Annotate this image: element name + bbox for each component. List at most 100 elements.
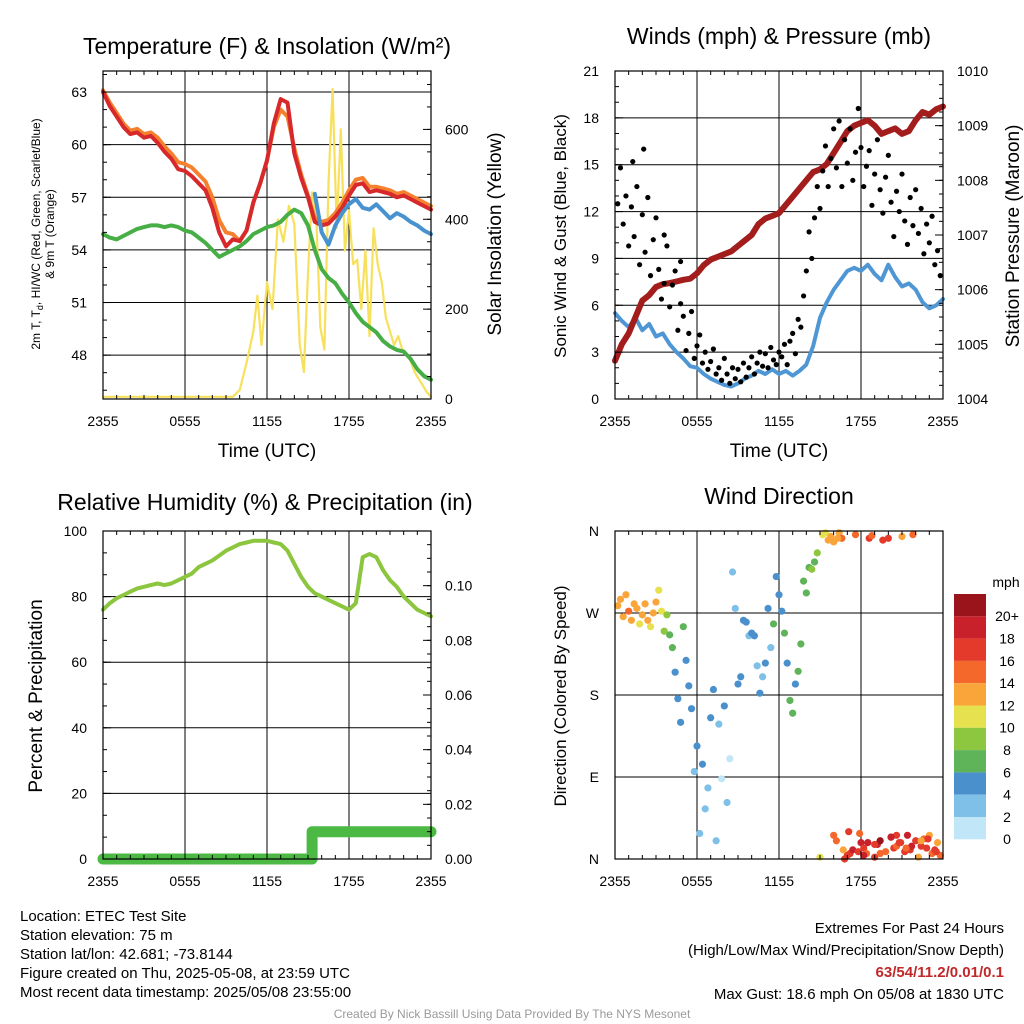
wind-ylabel: Sonic Wind & Gust (Blue, Black) <box>551 114 570 358</box>
recent-timestamp: Most recent data timestamp: 2025/05/08 2… <box>20 984 352 1001</box>
direction-point <box>827 532 835 541</box>
gust-point <box>699 360 706 366</box>
gust-point <box>880 210 886 216</box>
gust-point <box>751 371 758 377</box>
speed-legend-label: 12 <box>999 697 1015 713</box>
speed-legend-label: 14 <box>999 675 1015 691</box>
direction-point <box>696 829 704 838</box>
gust-point <box>784 362 790 368</box>
direction-point <box>764 604 772 613</box>
direction-point <box>677 718 685 726</box>
gust-point <box>798 324 804 330</box>
direction-point <box>693 742 701 750</box>
temp-ytick-label: 63 <box>71 84 87 100</box>
dir-chart-title: Wind Direction <box>704 483 854 509</box>
direction-point <box>671 668 679 676</box>
direction-point <box>933 839 942 847</box>
gust-point <box>743 374 749 380</box>
gust-point <box>724 371 730 377</box>
wind-plot-frame <box>614 70 944 400</box>
gust-point <box>694 343 700 349</box>
speed-legend-swatch <box>954 705 986 728</box>
direction-point <box>666 631 674 639</box>
wind-y2tick-label: 1008 <box>957 172 988 188</box>
speed-legend-swatch <box>954 727 986 751</box>
wind-ytick-label: 15 <box>583 157 599 173</box>
direction-point <box>663 611 671 619</box>
speed-legend-label: 16 <box>999 653 1015 669</box>
gust-point <box>628 204 635 210</box>
gust-point <box>883 174 889 180</box>
direction-point <box>856 829 864 838</box>
temp-y2tick-label: 600 <box>445 121 469 137</box>
direction-point <box>682 656 690 664</box>
direction-point <box>791 680 800 688</box>
temp-xtick-label: 2355 <box>415 413 446 429</box>
direction-panel: Wind Direction 2355 0555 1155 1755 2355NESWN… <box>551 483 1020 889</box>
direction-point <box>834 534 842 542</box>
direction-point <box>783 659 791 667</box>
dir-xtick-label: 0555 <box>681 873 712 889</box>
wind-ytick-label: 9 <box>591 250 599 266</box>
direction-point <box>860 851 868 859</box>
rh-ylabel: Percent & Precipitation <box>26 599 47 792</box>
dir-plot-frame <box>614 530 944 860</box>
gust-point <box>719 377 725 383</box>
speed-legend-label: 10 <box>999 720 1015 736</box>
wind-xtick-label: 1755 <box>845 413 876 429</box>
speed-legend-swatch <box>954 750 986 773</box>
rh-y2tick-label: 0.00 <box>445 851 472 867</box>
direction-point <box>638 611 646 619</box>
direction-point <box>731 604 739 613</box>
gust-point <box>678 301 684 307</box>
gust-point <box>866 148 872 154</box>
dir-ytick-label: W <box>586 605 600 621</box>
direction-point <box>625 607 633 615</box>
extremes-values: 63/54/11.2/0.01/0.1 <box>875 964 1004 981</box>
gust-point <box>833 165 840 171</box>
direction-point <box>832 837 841 845</box>
temp-chart-title: Temperature (F) & Insolation (W/m²) <box>83 33 451 59</box>
rh-ytick-label: 20 <box>71 785 87 801</box>
gust-point <box>641 146 647 152</box>
gust-point <box>760 363 766 369</box>
rh-xtick-label: 0555 <box>169 873 200 889</box>
wind-y2tick-label: 1005 <box>957 336 988 352</box>
gust-point <box>842 137 848 143</box>
series-temp-line <box>101 90 433 249</box>
gust-point <box>861 183 867 190</box>
gust-point <box>836 118 842 124</box>
direction-point <box>641 600 649 608</box>
gust-point <box>893 188 900 194</box>
temp-y2tick-label: 400 <box>445 211 469 227</box>
direction-point <box>917 837 925 845</box>
temp-ytick-label: 57 <box>71 189 87 205</box>
wind-panel: Winds (mph) & Pressure (mb) 2355 0555 1155… <box>551 23 1024 462</box>
gust-point <box>708 358 714 365</box>
temp-ylabel-line2: & 9m T (Orange) <box>43 189 57 279</box>
rh-xtick-label: 1755 <box>333 873 364 889</box>
gust-point <box>721 355 727 361</box>
gust-point <box>656 266 662 272</box>
wind-xtick-label: 1155 <box>764 413 794 429</box>
direction-point <box>800 577 808 585</box>
direction-point <box>698 760 707 768</box>
temp-ytick-label: 60 <box>71 137 87 153</box>
direction-point <box>619 613 627 621</box>
gust-point <box>749 354 755 360</box>
rh-y2tick-label: 0.06 <box>445 687 472 703</box>
direction-point <box>649 609 657 617</box>
gust-point <box>904 241 911 247</box>
gust-point <box>710 346 717 352</box>
station-elevation: Station elevation: 75 m <box>20 927 173 944</box>
direction-point <box>860 844 868 852</box>
wind-xtick-label: 2355 <box>927 413 958 429</box>
rh-ytick-label: 0 <box>79 851 87 867</box>
direction-point <box>704 784 712 792</box>
speed-legend-label: 2 <box>1003 809 1011 825</box>
gust-point <box>888 199 894 205</box>
rh-y2tick-label: 0.08 <box>445 632 472 648</box>
temp-ylabel-line1: 2m T, T <box>29 309 43 349</box>
dir-ytick-label: S <box>590 687 599 703</box>
direction-point <box>616 595 625 603</box>
